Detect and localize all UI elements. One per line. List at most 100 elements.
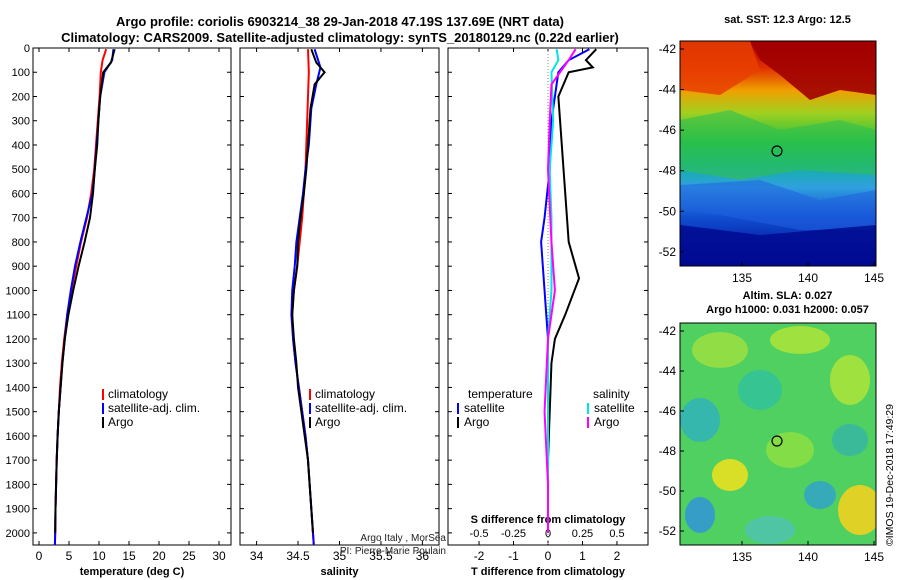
y-tick-label: 2000 bbox=[6, 528, 30, 540]
series-line bbox=[291, 48, 326, 533]
map-y-tick-label: -46 bbox=[659, 404, 677, 418]
map-x-tick-label: 140 bbox=[798, 550, 818, 564]
sla-map-title-line1: Altim. SLA: 0.027 bbox=[742, 290, 833, 302]
y-tick-label: 1200 bbox=[6, 334, 30, 346]
credit-line2: PI: Pierre-Marie Poulain bbox=[339, 546, 446, 557]
x-tick-label: 34 bbox=[250, 549, 264, 563]
y-tick-label: 800 bbox=[12, 237, 30, 249]
x-tick-label: -1 bbox=[508, 549, 519, 563]
panel-frame bbox=[32, 47, 232, 546]
y-tick-label: 300 bbox=[12, 116, 30, 128]
map-y-tick-label: -44 bbox=[659, 364, 677, 378]
chart-title-line1: Argo profile: coriolis 6903214_38 29-Jan… bbox=[116, 14, 564, 29]
y-tick-label: 0 bbox=[24, 43, 30, 55]
credit-block: Argo Italy , MorSea PI: Pierre-Marie Pou… bbox=[296, 532, 446, 558]
x-tick-label: 0 bbox=[36, 549, 43, 563]
panel-frame bbox=[239, 47, 440, 546]
legend-title-temperature: temperature bbox=[468, 387, 533, 401]
series-line bbox=[543, 48, 577, 533]
imos-timestamp: ©IMOS 19-Dec-2018 17:49:29 bbox=[884, 404, 896, 546]
sla-map-title-line2: Argo h1000: 0.031 h2000: 0.057 bbox=[706, 304, 869, 316]
legend-label: climatology bbox=[315, 387, 375, 401]
x-tick-label: 35 bbox=[333, 549, 347, 563]
sst-argo-marker bbox=[771, 145, 783, 157]
map-x-tick-label: 145 bbox=[864, 271, 884, 285]
sla-argo-marker bbox=[771, 435, 783, 447]
x-tick-label: 5 bbox=[66, 549, 73, 563]
x-axis-label: temperature (deg C) bbox=[80, 566, 185, 578]
legend-label: Argo bbox=[464, 415, 490, 429]
legend-label: satellite-adj. clim. bbox=[108, 401, 200, 415]
sst-map-frame bbox=[679, 40, 877, 267]
y-tick-label: 1300 bbox=[6, 358, 30, 370]
sst-map-title: sat. SST: 12.3 Argo: 12.5 bbox=[724, 14, 851, 26]
sla-map bbox=[680, 323, 876, 545]
profile-panel-2: 34 34.5 35 35.5 36 salinity climatologysatelli… bbox=[239, 47, 440, 578]
x-axis-label: salinity bbox=[321, 566, 360, 578]
map-y-tick-label: -44 bbox=[659, 83, 677, 97]
y-tick-label: 1800 bbox=[6, 479, 30, 491]
y-tick-label: 1900 bbox=[6, 504, 30, 516]
map-y-tick-label: -48 bbox=[659, 164, 677, 178]
s-tick-label: 0.25 bbox=[572, 528, 593, 540]
map-x-tick-label: 135 bbox=[732, 271, 752, 285]
legend-label: Argo bbox=[594, 415, 620, 429]
y-tick-label: 700 bbox=[12, 213, 30, 225]
s-tick-label: -0.25 bbox=[501, 528, 526, 540]
series-line bbox=[547, 49, 560, 533]
map-y-tick-label: -48 bbox=[659, 444, 677, 458]
profile-panel-1: 0100200300400500600700800900100011001200… bbox=[6, 43, 232, 578]
map-y-tick-label: -50 bbox=[659, 484, 677, 498]
map-x-tick-label: 145 bbox=[864, 550, 884, 564]
map-y-tick-label: -42 bbox=[659, 324, 677, 338]
s-tick-label: -0.5 bbox=[470, 528, 489, 540]
map-x-tick-label: 140 bbox=[798, 271, 818, 285]
y-tick-label: 400 bbox=[12, 140, 30, 152]
series-line bbox=[54, 48, 116, 533]
y-tick-label: 1100 bbox=[6, 310, 30, 322]
y-tick-label: 1600 bbox=[6, 431, 30, 443]
x-axis-label: T difference from climatology bbox=[471, 566, 626, 578]
x-tick-label: 15 bbox=[122, 549, 136, 563]
legend-label: satellite bbox=[464, 401, 505, 415]
map-x-tick-label: 135 bbox=[732, 550, 752, 564]
legend-label: satellite bbox=[594, 401, 635, 415]
map-y-tick-label: -52 bbox=[659, 524, 677, 538]
sla-map-frame bbox=[679, 322, 877, 546]
x-tick-label: 36 bbox=[416, 549, 430, 563]
map-y-tick-label: -50 bbox=[659, 204, 677, 218]
x-tick-label: 1 bbox=[579, 549, 586, 563]
x-tick-label: 30 bbox=[212, 549, 226, 563]
map-y-tick-label: -52 bbox=[659, 245, 677, 259]
legend-label: climatology bbox=[108, 387, 168, 401]
sst-map bbox=[680, 41, 876, 266]
s-tick-label: 0.5 bbox=[609, 528, 624, 540]
y-tick-label: 500 bbox=[12, 164, 30, 176]
y-tick-label: 1500 bbox=[6, 407, 30, 419]
x-tick-label: 10 bbox=[92, 549, 106, 563]
y-tick-label: 200 bbox=[12, 91, 30, 103]
y-tick-label: 100 bbox=[12, 67, 30, 79]
x-tick-label: 0 bbox=[545, 549, 552, 563]
credit-line1: Argo Italy , MorSea bbox=[360, 533, 446, 544]
legend-label: Argo bbox=[315, 415, 341, 429]
series-line bbox=[547, 48, 598, 533]
x-tick-label: -2 bbox=[474, 549, 485, 563]
legend-title-salinity: salinity bbox=[593, 387, 630, 401]
chart-title-line2: Climatology: CARS2009. Satellite-adjuste… bbox=[61, 30, 619, 45]
y-tick-label: 1400 bbox=[6, 382, 30, 394]
legend-label: satellite-adj. clim. bbox=[315, 401, 407, 415]
map-y-tick-label: -42 bbox=[659, 42, 677, 56]
legend-label: Argo bbox=[108, 415, 134, 429]
y-tick-label: 1700 bbox=[6, 455, 30, 467]
x-tick-label: 2 bbox=[614, 549, 621, 563]
x-tick-label: 35.5 bbox=[369, 549, 393, 563]
y-tick-label: 600 bbox=[12, 188, 30, 200]
map-y-tick-label: -46 bbox=[659, 123, 677, 137]
y-tick-label: 900 bbox=[12, 261, 30, 273]
y-tick-label: 1000 bbox=[6, 285, 30, 297]
x-tick-label: 25 bbox=[182, 549, 196, 563]
x-tick-label: 20 bbox=[152, 549, 166, 563]
